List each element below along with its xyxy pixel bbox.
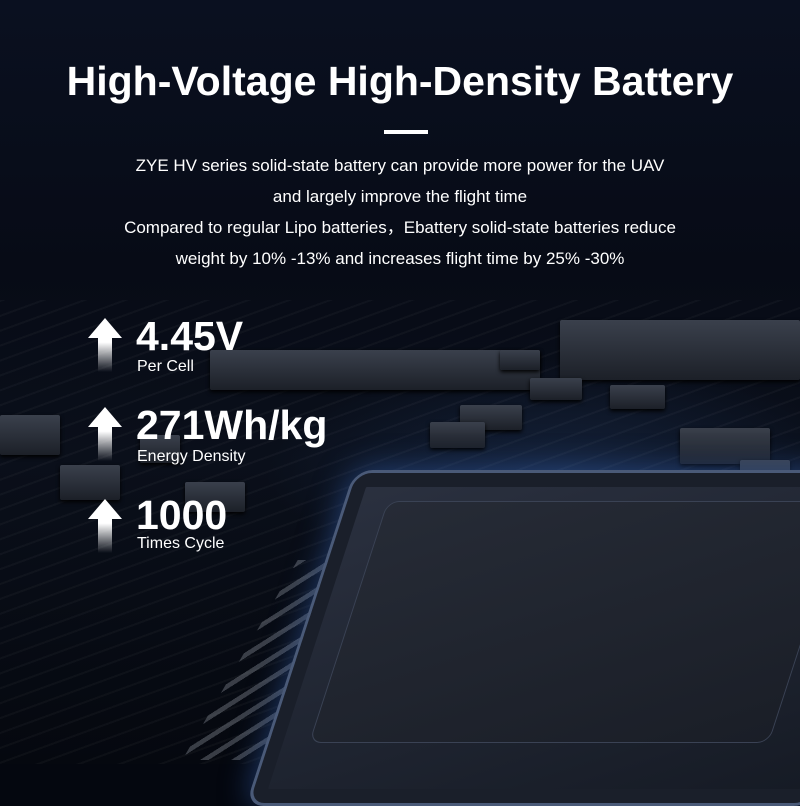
description: ZYE HV series solid-state battery can pr… (0, 150, 800, 274)
stat-label: Per Cell (137, 358, 194, 375)
arrow-up-icon (88, 499, 122, 553)
stat-label: Times Cycle (137, 535, 225, 552)
stat-value: 271Wh/kg (136, 402, 328, 448)
description-line: ZYE HV series solid-state battery can pr… (135, 156, 665, 175)
stat-value: 4.45V (136, 313, 244, 359)
arrow-up-icon (88, 407, 122, 461)
arrow-up-icon (88, 318, 122, 372)
stat-value: 1000 (136, 492, 228, 538)
page-title: High-Voltage High-Density Battery (66, 58, 734, 104)
description-line: weight by 10% -13% and increases flight … (175, 249, 625, 268)
description-line: and largely improve the flight time (272, 187, 528, 206)
title-divider (384, 130, 428, 134)
stat-label: Energy Density (137, 448, 246, 465)
description-line: Compared to regular Lipo batteries，Ebatt… (124, 218, 676, 237)
